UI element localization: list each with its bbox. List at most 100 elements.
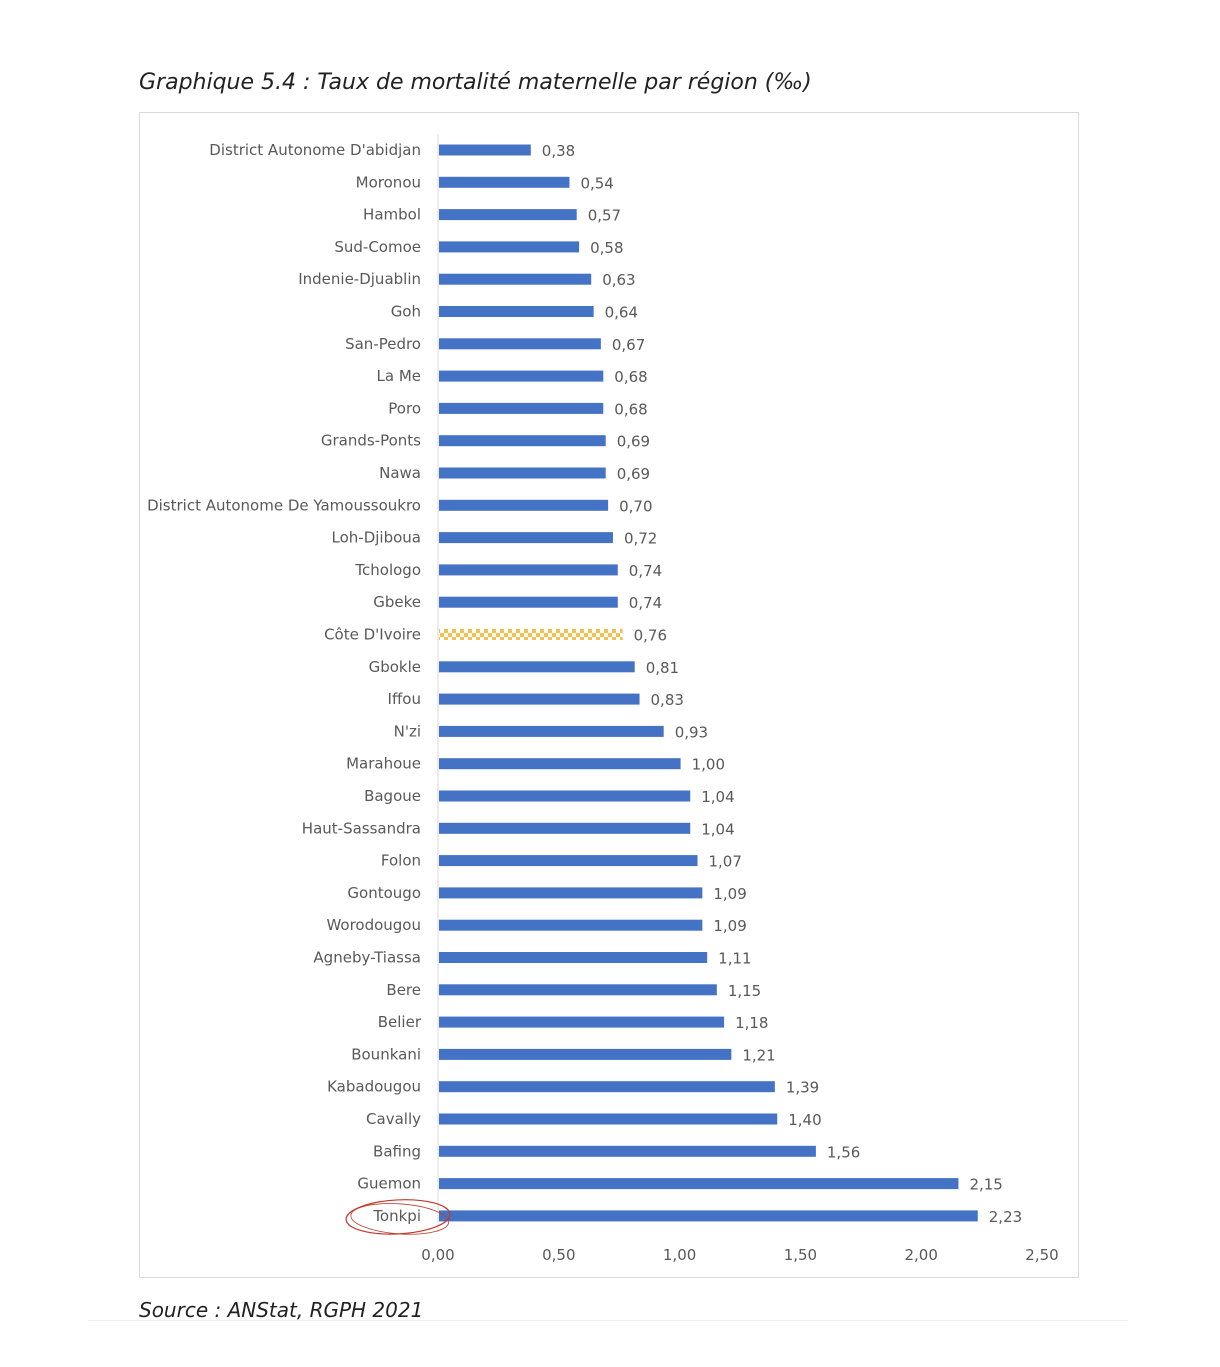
value-label: 0,93: [675, 723, 708, 741]
category-label: Folon: [381, 852, 421, 870]
category-label: Cavally: [366, 1110, 421, 1128]
category-label: Loh-Djiboua: [332, 529, 421, 547]
value-label: 1,07: [709, 853, 742, 871]
bar: [439, 435, 606, 447]
chart-frame: District Autonome D'abidjan 0,38 Moronou 0,…: [139, 112, 1079, 1278]
footer-rule: [88, 1320, 1128, 1321]
value-label: 0,63: [602, 271, 635, 289]
value-label: 0,57: [588, 207, 621, 225]
bar: [439, 887, 703, 899]
category-label: Tchologo: [354, 561, 421, 579]
bar: [439, 1178, 959, 1190]
category-label: District Autonome De Yamoussoukro: [147, 496, 421, 514]
bar: [439, 1145, 816, 1157]
x-tick-label: 2,00: [904, 1246, 937, 1264]
category-label: Côte D'Ivoire: [324, 626, 421, 644]
value-label: 0,72: [624, 530, 657, 548]
value-label: 0,81: [646, 659, 679, 677]
x-tick-label: 1,00: [663, 1246, 696, 1264]
category-label: Indenie-Djuablin: [298, 270, 421, 288]
value-label: 0,68: [614, 400, 647, 418]
value-label: 1,18: [735, 1014, 768, 1032]
value-label: 1,15: [728, 982, 761, 1000]
bar: [439, 241, 580, 253]
category-label: Bounkani: [351, 1045, 421, 1063]
bar: [439, 338, 601, 350]
x-tick-label: 1,50: [784, 1246, 817, 1264]
value-label: 0,70: [619, 497, 652, 515]
category-label: Bere: [386, 981, 421, 999]
value-label: 0,69: [617, 433, 650, 451]
value-label: 1,09: [713, 917, 746, 935]
source-note: Source : ANStat, RGPH 2021: [139, 1298, 424, 1322]
bar: [439, 402, 604, 414]
value-label: 0,38: [542, 142, 575, 160]
value-label: 1,40: [788, 1111, 821, 1129]
bar: [439, 596, 618, 608]
bar: [439, 499, 609, 511]
value-label: 0,74: [629, 562, 662, 580]
category-label: Poro: [388, 399, 421, 417]
value-label: 0,74: [629, 594, 662, 612]
category-label: Haut-Sassandra: [302, 819, 421, 837]
bar: [439, 1113, 778, 1125]
bar: [439, 467, 606, 479]
value-label: 0,64: [605, 304, 638, 322]
value-label: 1,09: [713, 885, 746, 903]
bar: [439, 564, 618, 576]
value-label: 0,69: [617, 465, 650, 483]
bar: [439, 144, 531, 156]
category-label: Agneby-Tiassa: [313, 949, 421, 967]
bar: [439, 855, 698, 867]
category-label: District Autonome D'abidjan: [209, 141, 421, 159]
bar: [439, 661, 635, 673]
value-label: 1,00: [692, 756, 725, 774]
category-label: Kabadougou: [327, 1078, 421, 1096]
bar: [439, 984, 717, 996]
category-label: La Me: [377, 367, 422, 385]
value-label: 0,67: [612, 336, 645, 354]
bar-chart: District Autonome D'abidjan 0,38 Moronou 0,…: [147, 134, 1059, 1264]
category-label: Worodougou: [326, 916, 421, 934]
bar: [439, 758, 681, 770]
value-label: 1,11: [718, 950, 751, 968]
bar: [439, 176, 570, 188]
chart-title: Graphique 5.4 : Taux de mortalité matern…: [139, 70, 812, 95]
bar: [439, 1016, 725, 1028]
x-tick-label: 2,50: [1025, 1246, 1058, 1264]
bar: [439, 370, 604, 382]
category-label: Gbeke: [373, 593, 421, 611]
category-label: Gontougo: [347, 884, 421, 902]
value-label: 0,58: [590, 239, 623, 257]
category-label: Marahoue: [346, 755, 421, 773]
bar: [439, 209, 577, 221]
bar: [439, 532, 613, 544]
value-label: 2,23: [989, 1208, 1022, 1226]
bar: [439, 273, 592, 285]
category-label: Hambol: [363, 206, 421, 224]
category-label: Nawa: [379, 464, 421, 482]
bar: [439, 919, 703, 931]
value-label: 1,21: [742, 1046, 775, 1064]
bar: [439, 306, 594, 317]
value-label: 2,15: [969, 1176, 1002, 1194]
category-label: Belier: [378, 1013, 422, 1031]
bar: [439, 1048, 732, 1060]
category-label: Grands-Ponts: [321, 432, 421, 450]
x-tick-label: 0,00: [421, 1246, 454, 1264]
value-label: 1,56: [827, 1143, 860, 1161]
bar: [439, 693, 640, 705]
category-label: San-Pedro: [345, 335, 421, 353]
category-label: Moronou: [356, 173, 421, 191]
bar-highlight: [439, 629, 623, 640]
bar: [439, 1210, 978, 1222]
value-label: 0,76: [634, 627, 667, 645]
bar: [439, 822, 691, 834]
x-tick-label: 0,50: [542, 1246, 575, 1264]
bar: [439, 725, 664, 737]
category-label: Iffou: [388, 690, 421, 708]
annotation-circle-stroke: [350, 1203, 450, 1235]
category-label: Sud-Comoe: [334, 238, 421, 256]
category-label: Bafing: [373, 1142, 421, 1160]
category-label: Guemon: [357, 1175, 421, 1193]
